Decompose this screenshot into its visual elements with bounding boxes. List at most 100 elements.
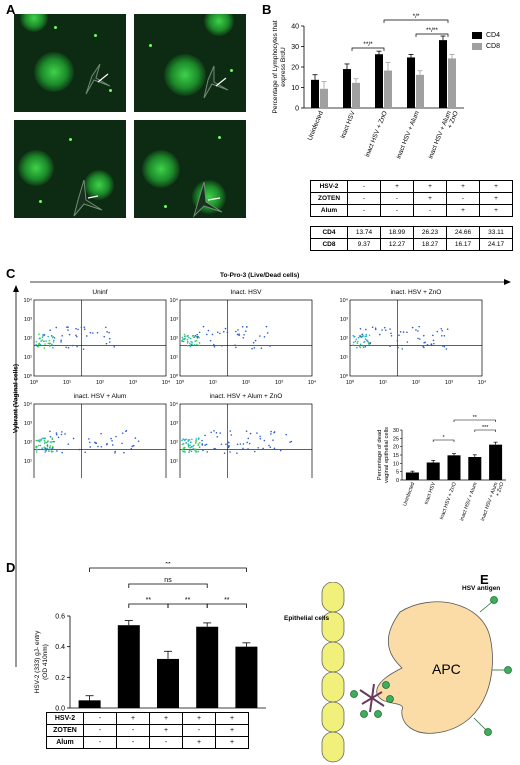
- event-dot: [249, 432, 252, 435]
- event-dot: [411, 326, 414, 329]
- event-dot: [354, 340, 357, 343]
- flow-plot-frame: [179, 299, 313, 377]
- event-dot: [36, 445, 38, 448]
- event-dot: [43, 347, 46, 349]
- event-dot: [44, 451, 46, 453]
- y-axis-title: HSV-2 (333) gJ- entry(OD 410nm): [34, 630, 49, 694]
- bar-cd8: [416, 74, 424, 108]
- event-dot: [213, 345, 216, 348]
- event-dot: [269, 345, 271, 347]
- event-dot: [362, 335, 364, 337]
- panel-a-label: A: [6, 2, 16, 17]
- sig-bracket-d-1-label: **: [146, 597, 152, 604]
- event-dot: [52, 440, 54, 443]
- y-tick-label: 30: [393, 428, 399, 434]
- event-dot: [47, 342, 50, 345]
- event-dot: [47, 335, 49, 338]
- sig-bracket-2-label: */*: [413, 13, 420, 20]
- event-dot: [49, 446, 51, 449]
- event-dot: [366, 340, 369, 342]
- event-dot: [186, 342, 189, 344]
- event-dot: [49, 436, 52, 438]
- event-dot: [263, 439, 266, 442]
- event-dot: [187, 440, 189, 442]
- event-dot: [371, 326, 374, 329]
- event-dot: [433, 342, 435, 345]
- event-dot: [65, 346, 67, 349]
- event-dot: [45, 441, 48, 444]
- event-dot: [432, 339, 435, 342]
- event-dot: [40, 340, 42, 342]
- sig-bracket-d-2: [167, 603, 208, 608]
- event-dot: [111, 440, 113, 442]
- event-dot: [247, 448, 249, 450]
- event-dot: [210, 431, 212, 434]
- flow-x-tick: 10³: [129, 380, 137, 386]
- event-dot: [383, 326, 386, 329]
- event-dot: [133, 444, 135, 447]
- event-dot: [52, 339, 55, 342]
- condition-d-cell: +: [215, 724, 249, 737]
- event-dot: [289, 441, 291, 443]
- event-dot: [226, 331, 229, 334]
- event-dot: [89, 446, 92, 448]
- event-dot: [362, 344, 364, 347]
- event-dot: [402, 331, 405, 333]
- event-dot: [436, 330, 439, 333]
- y-tick-label: 0: [295, 106, 299, 113]
- event-dot: [193, 336, 196, 338]
- event-dot: [260, 347, 263, 350]
- bar: [235, 646, 258, 708]
- bar-cd4: [407, 57, 415, 108]
- bar-cd4: [375, 54, 383, 108]
- bar-cd4: [311, 79, 319, 108]
- event-dot: [419, 338, 421, 340]
- event-dot: [193, 449, 196, 451]
- flow-x-tick: 10¹: [379, 380, 387, 386]
- event-dot: [35, 451, 38, 453]
- event-dot: [270, 433, 272, 435]
- values-table-b: CD4 13.74 18.99 26.23 24.66 33.11 CD8 9.37 12.27…: [310, 226, 513, 251]
- flow-y-tick: 10²: [170, 440, 178, 446]
- condition-d-cell: -: [182, 724, 216, 737]
- event-dot: [352, 344, 354, 347]
- event-dot: [368, 343, 370, 346]
- event-dot: [221, 344, 223, 347]
- flow-plot-frame: [179, 403, 313, 478]
- event-dot: [75, 335, 78, 338]
- y-tick-label: 0.4: [55, 644, 65, 651]
- treatment-table-d: HSV-2- + + + + ZOTEN - - + - + Alum - - - + +: [46, 712, 249, 749]
- condition-table-d: HSV-2- + + + + ZOTEN - - + - + Alum - - - + +: [46, 712, 249, 749]
- sig-bracket-c2: [453, 419, 496, 422]
- value-cell: 18.99: [380, 226, 414, 239]
- percentage-table: CD4 13.74 18.99 26.23 24.66 33.11 CD8 9.37 12.27…: [310, 226, 513, 251]
- event-dot: [183, 447, 185, 450]
- event-dot: [364, 335, 366, 338]
- flow-plot-frame: [349, 299, 483, 377]
- event-dot: [183, 335, 186, 338]
- panel-b-label: B: [262, 2, 272, 17]
- event-dot: [381, 329, 383, 331]
- event-dot: [368, 334, 371, 337]
- event-dot: [212, 344, 215, 346]
- event-dot: [263, 336, 266, 338]
- left-axis-arrow: [13, 285, 19, 667]
- event-dot: [60, 433, 63, 436]
- event-dot: [352, 334, 355, 337]
- event-dot: [35, 340, 38, 343]
- value-row-label: CD8: [310, 238, 348, 251]
- event-dot: [266, 332, 269, 334]
- flow-y-tick: 10¹: [24, 459, 32, 465]
- event-dot: [55, 326, 58, 329]
- bar: [426, 462, 440, 480]
- event-dot: [67, 329, 69, 331]
- y-tick-label: 0: [396, 478, 399, 484]
- bar-chart-brdu: 0 10 20 30 40 Percentage of Lymphocytes thate…: [272, 13, 464, 160]
- flow-plot-title: inact. HSV + ZnO: [391, 289, 442, 296]
- event-dot: [259, 435, 261, 438]
- event-dot: [219, 332, 221, 335]
- panel-d-label: D: [6, 560, 16, 575]
- event-dot: [111, 444, 114, 446]
- event-dot: [114, 450, 117, 453]
